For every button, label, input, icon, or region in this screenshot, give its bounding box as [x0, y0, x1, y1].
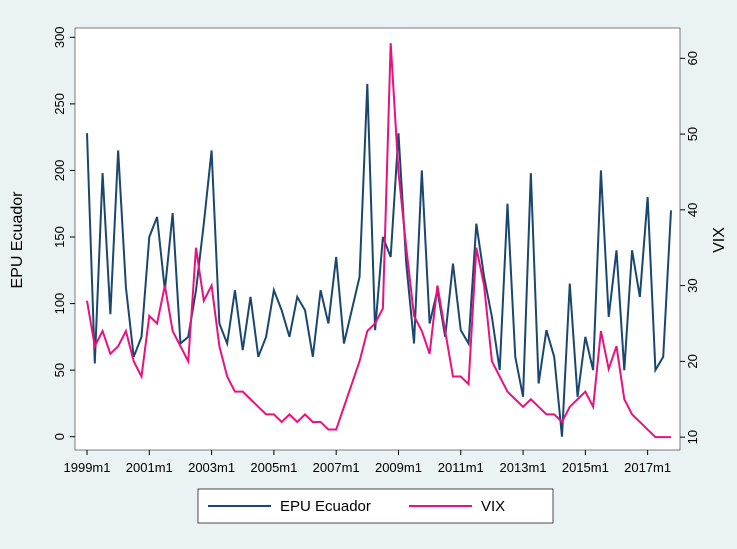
- x-tick-label: 2017m1: [624, 460, 671, 475]
- y2-tick-label: 60: [685, 51, 700, 65]
- y-tick-label: 50: [52, 363, 67, 377]
- y-tick-label: 150: [52, 226, 67, 248]
- x-tick-label: 2015m1: [562, 460, 609, 475]
- y2-tick-label: 40: [685, 203, 700, 217]
- y-tick-label: 300: [52, 26, 67, 48]
- y2-tick-label: 50: [685, 127, 700, 141]
- x-tick-label: 2009m1: [375, 460, 422, 475]
- legend-label: EPU Ecuador: [280, 498, 371, 515]
- line-series: [86, 83, 672, 437]
- plot-area: [74, 27, 681, 451]
- y-tick-label: 100: [52, 293, 67, 315]
- y-tick-label: 200: [52, 160, 67, 182]
- legend-label: VIX: [481, 498, 505, 515]
- y2-axis-title: VIX: [711, 227, 728, 253]
- x-tick-label: 2011m1: [438, 460, 484, 475]
- y2-tick-label: 10: [685, 430, 700, 444]
- x-tick-label: 2001m1: [126, 460, 173, 475]
- y2-tick-label: 20: [685, 354, 700, 368]
- x-tick-label: 1999m1: [64, 460, 111, 475]
- y-tick-label: 250: [52, 93, 67, 115]
- y-axis-title: EPU Ecuador: [9, 191, 26, 289]
- x-tick-label: 2003m1: [188, 460, 235, 475]
- y-tick-label: 0: [52, 433, 67, 440]
- y2-tick-label: 30: [685, 278, 700, 292]
- x-tick-label: 2005m1: [250, 460, 297, 475]
- x-tick-label: 2013m1: [500, 460, 547, 475]
- line-series: [86, 43, 671, 439]
- x-tick-label: 2007m1: [313, 460, 360, 475]
